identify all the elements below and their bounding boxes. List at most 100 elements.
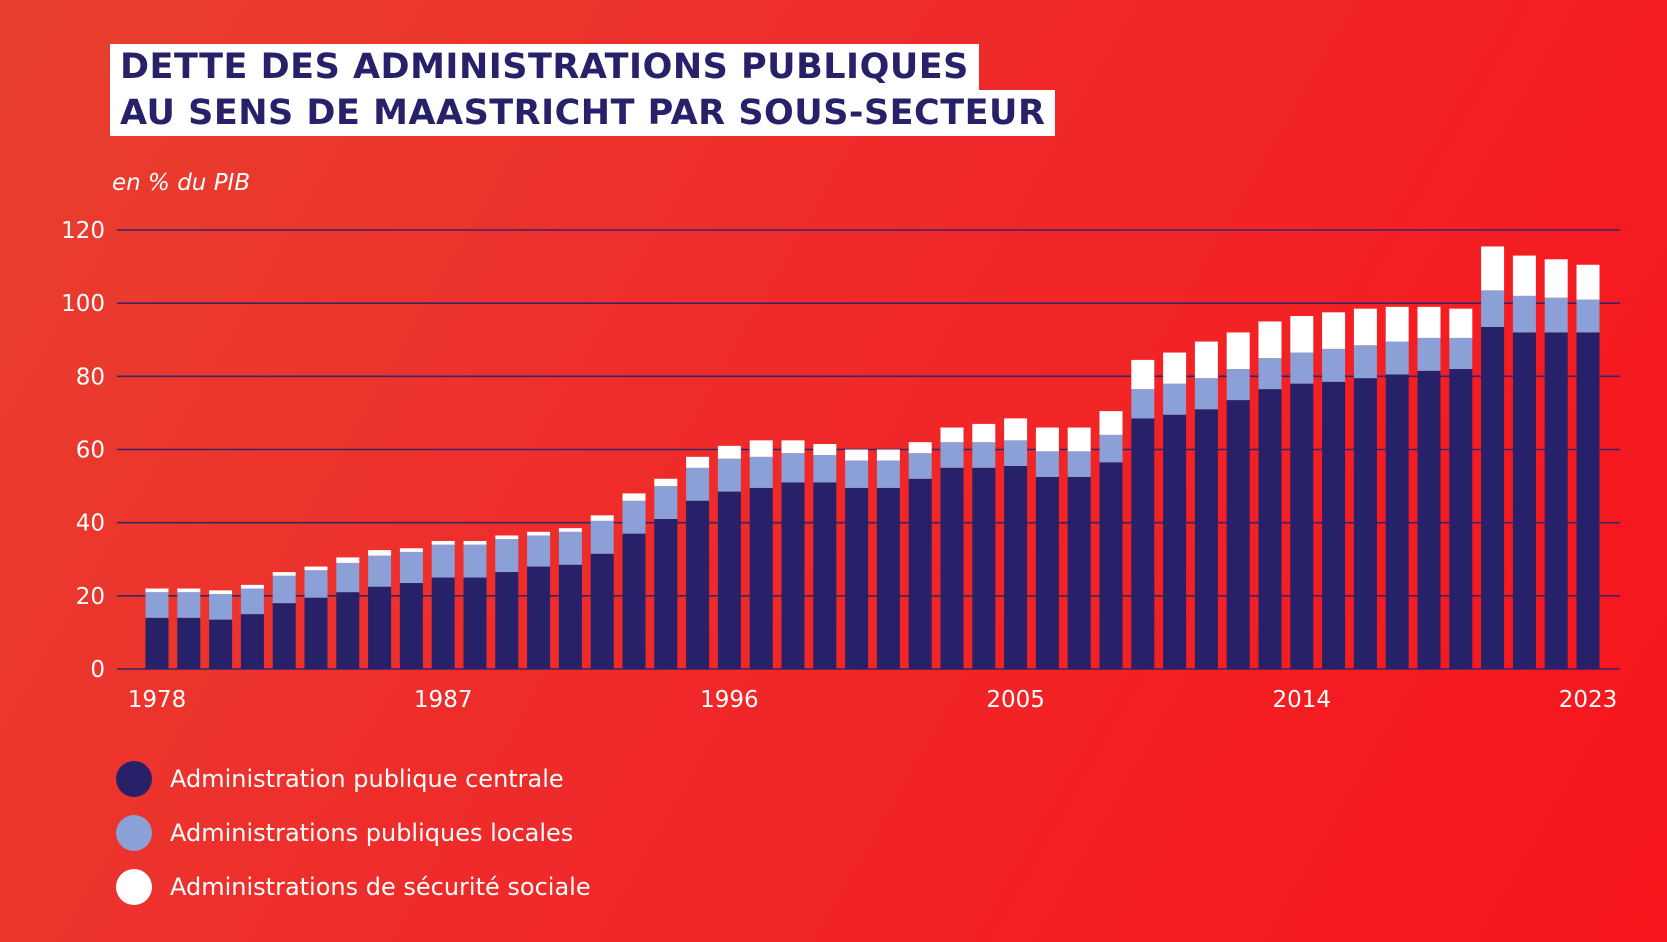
bar-local-2003	[940, 442, 964, 468]
bar-local-2008	[1099, 434, 1123, 463]
bar-local-1982	[272, 575, 296, 604]
bar-local-2007	[1067, 451, 1091, 477]
bar-social-1996	[717, 445, 741, 459]
bar-local-1997	[749, 456, 773, 488]
bar-central-2019	[1449, 369, 1473, 669]
bar-central-1981	[240, 614, 264, 669]
bar-central-1984	[336, 592, 360, 669]
x-tick-label: 2005	[986, 687, 1045, 713]
bar-central-1987	[431, 577, 455, 669]
bar-social-2013	[1258, 321, 1282, 359]
bar-local-2018	[1417, 337, 1441, 371]
bar-local-2005	[1004, 440, 1028, 466]
bar-social-2019	[1449, 308, 1473, 338]
bar-central-2011	[1194, 409, 1218, 669]
bar-central-2003	[940, 467, 964, 669]
bar-local-1979	[177, 592, 201, 618]
bar-social-1986	[399, 548, 423, 552]
x-tick-label: 1996	[700, 687, 759, 713]
legend-swatch-central	[116, 761, 152, 797]
bar-social-2004	[972, 423, 996, 443]
legend-swatch-social	[116, 869, 152, 905]
bar-central-2004	[972, 467, 996, 669]
bar-local-2013	[1258, 358, 1282, 390]
bar-local-2014	[1290, 352, 1314, 384]
bars	[145, 246, 1600, 669]
bar-social-1978	[145, 588, 169, 593]
bar-social-1997	[749, 440, 773, 457]
bar-social-1987	[431, 540, 455, 545]
bar-social-2017	[1385, 306, 1409, 342]
y-tick-label: 60	[76, 438, 105, 464]
bar-central-2012	[1226, 400, 1250, 669]
bar-local-2020	[1481, 290, 1505, 327]
bar-local-2009	[1131, 389, 1155, 419]
bar-social-2022	[1544, 259, 1568, 298]
legend-label-social: Administrations de sécurité sociale	[170, 873, 591, 901]
bar-central-2014	[1290, 383, 1314, 669]
bar-local-2012	[1226, 369, 1250, 401]
bar-social-1984	[336, 557, 360, 563]
bar-local-1984	[336, 562, 360, 593]
legend-label-local: Administrations publiques locales	[170, 819, 574, 847]
bar-local-1994	[654, 486, 678, 520]
bar-social-1991	[558, 528, 582, 532]
bar-central-2010	[1163, 414, 1187, 669]
bar-local-2015	[1322, 348, 1346, 382]
bar-central-1978	[145, 617, 169, 669]
bar-local-1996	[717, 458, 741, 492]
y-tick-label: 20	[76, 584, 105, 610]
bar-local-1989	[495, 539, 519, 573]
bar-local-1995	[686, 467, 710, 501]
bar-social-1999	[813, 444, 837, 455]
bar-social-1985	[368, 550, 392, 556]
bar-social-2005	[1004, 418, 1028, 441]
y-tick-label: 0	[90, 657, 105, 683]
bar-central-2007	[1067, 476, 1091, 669]
bar-central-1983	[304, 597, 328, 669]
bar-central-2002	[908, 478, 932, 669]
legend-label-central: Administration publique centrale	[170, 765, 564, 793]
bar-local-1985	[368, 555, 392, 587]
bar-local-1980	[209, 594, 233, 620]
bar-local-2019	[1449, 337, 1473, 370]
x-tick-label: 2023	[1559, 687, 1618, 713]
bar-central-2008	[1099, 462, 1123, 669]
x-axis-ticks: 1978 1987 1996 2005 2014 2023	[128, 687, 1618, 713]
bar-central-1979	[177, 617, 201, 669]
bar-social-1981	[240, 584, 264, 589]
bar-central-1992	[590, 553, 614, 669]
bar-local-2001	[876, 460, 900, 488]
bar-social-2014	[1290, 315, 1314, 353]
bar-social-2015	[1322, 312, 1346, 349]
bar-social-2003	[940, 427, 964, 443]
y-tick-label: 80	[76, 364, 105, 390]
bar-social-2021	[1512, 255, 1536, 296]
bar-central-1986	[399, 583, 423, 669]
bar-social-2000	[845, 449, 869, 461]
legend: Administration publique centrale Adminis…	[116, 752, 591, 914]
legend-item-local: Administrations publiques locales	[116, 806, 591, 860]
bar-central-2016	[1353, 378, 1377, 669]
bar-local-2023	[1576, 299, 1600, 333]
bar-social-1990	[527, 531, 551, 536]
bar-social-2012	[1226, 332, 1250, 370]
bar-local-1983	[304, 570, 328, 598]
bar-social-2018	[1417, 306, 1441, 338]
bar-central-2020	[1481, 326, 1505, 669]
bar-local-1978	[145, 592, 169, 618]
bar-local-2011	[1194, 378, 1218, 410]
bar-social-2001	[876, 449, 900, 461]
bar-social-2006	[1035, 427, 1059, 452]
bar-central-1994	[654, 519, 678, 669]
x-tick-label: 2014	[1273, 687, 1332, 713]
bar-social-1989	[495, 535, 519, 540]
bar-social-1983	[304, 566, 328, 571]
bar-social-2007	[1067, 427, 1091, 452]
bar-central-2023	[1576, 332, 1600, 669]
bar-social-1982	[272, 572, 296, 576]
bar-social-2008	[1099, 411, 1123, 435]
x-tick-label: 1987	[414, 687, 473, 713]
x-tick-label: 1978	[128, 687, 187, 713]
